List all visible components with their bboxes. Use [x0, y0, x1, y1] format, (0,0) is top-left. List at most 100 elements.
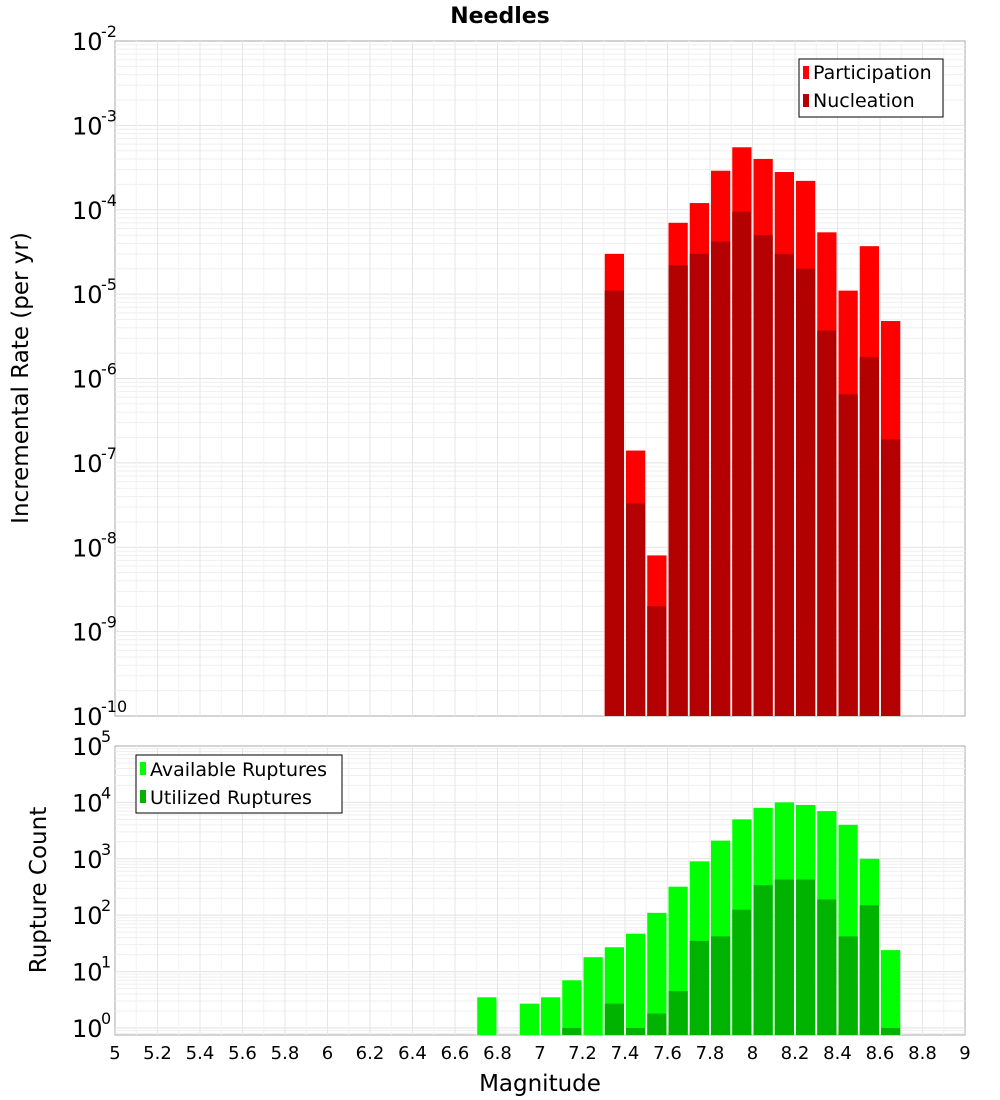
- bottom-bar-utilized-ruptures: [838, 936, 858, 1035]
- x-tick-label: 8: [747, 1043, 758, 1064]
- x-tick-labels: 5 5.2 5.4 5.6 5.8 6 6.2 6.4 6.6 6.8 7 7.2 7.4 7.6 7.8 8…: [109, 1043, 970, 1064]
- top-y-tick-label: 10: [72, 534, 103, 562]
- bottom-y-tick-exponent: 3: [101, 840, 111, 859]
- x-tick-label: 5.8: [271, 1043, 300, 1064]
- x-tick-label: 7.8: [696, 1043, 725, 1064]
- bottom-bars: [477, 802, 901, 1035]
- top-bar-nucleation: [689, 253, 709, 716]
- x-tick-label: 5.2: [143, 1043, 172, 1064]
- legend-swatch-participation: [803, 66, 809, 79]
- top-bar-nucleation: [668, 265, 688, 716]
- top-bar-nucleation: [838, 394, 858, 716]
- top-y-tick-label: 10: [72, 450, 103, 478]
- bottom-y-tick-label: 10: [72, 846, 103, 874]
- top-bar-nucleation: [796, 268, 816, 716]
- x-tick-label: 8.2: [781, 1043, 810, 1064]
- top-y-axis-label: Incremental Rate (per yr): [8, 232, 34, 524]
- top-y-tick-label: 10: [72, 281, 103, 309]
- legend-label-utilized-ruptures: Utilized Ruptures: [150, 787, 312, 809]
- bottom-y-tick-label: 10: [72, 959, 103, 987]
- top-y-tick-label: 10: [72, 619, 103, 647]
- x-tick-label: 6: [322, 1043, 333, 1064]
- bottom-bar-available-ruptures: [647, 912, 667, 1035]
- bottom-bar-available-ruptures: [477, 997, 497, 1035]
- bottom-bar-utilized-ruptures: [859, 905, 879, 1035]
- top-bar-nucleation: [732, 211, 752, 716]
- top-y-tick-exponent: -2: [101, 22, 117, 41]
- bottom-bar-available-ruptures: [562, 980, 582, 1035]
- bottom-bar-utilized-ruptures: [626, 1027, 646, 1035]
- bottom-legend: Available Ruptures Utilized Ruptures: [135, 754, 343, 814]
- top-y-tick-exponent: -8: [101, 528, 117, 547]
- bottom-bar-available-ruptures: [541, 997, 561, 1035]
- bottom-y-tick-label: 10: [72, 789, 103, 817]
- top-bar-nucleation: [881, 439, 901, 716]
- top-y-tick-label: 10: [72, 197, 103, 225]
- bottom-bar-available-ruptures: [626, 933, 646, 1035]
- legend-label-participation: Participation: [813, 62, 932, 84]
- bottom-bar-utilized-ruptures: [647, 1013, 667, 1035]
- legend-label-nucleation: Nucleation: [813, 90, 915, 112]
- top-y-tick-exponent: -10: [101, 697, 127, 716]
- top-y-tick-label: 10: [72, 366, 103, 394]
- top-bar-nucleation: [604, 290, 624, 716]
- x-tick-label: 8.6: [866, 1043, 895, 1064]
- top-legend: Participation Nucleation: [798, 58, 944, 118]
- bottom-y-tick-exponent: 5: [101, 727, 111, 746]
- top-bar-nucleation: [859, 356, 879, 716]
- x-tick-label: 9: [959, 1043, 970, 1064]
- x-tick-label: 6.4: [398, 1043, 427, 1064]
- x-tick-label: 6.6: [441, 1043, 470, 1064]
- bottom-y-tick-label: 10: [72, 733, 103, 761]
- top-y-tick-exponent: -3: [101, 106, 117, 125]
- x-tick-label: 7.6: [653, 1043, 682, 1064]
- x-tick-label: 8.4: [823, 1043, 852, 1064]
- bottom-bar-available-ruptures: [583, 957, 603, 1035]
- legend-swatch-nucleation: [803, 94, 809, 107]
- bottom-bar-utilized-ruptures: [881, 1027, 901, 1035]
- bottom-bar-utilized-ruptures: [732, 909, 752, 1035]
- bottom-bar-utilized-ruptures: [796, 879, 816, 1035]
- bottom-y-tick-exponent: 0: [101, 1009, 111, 1028]
- top-gridlines: [115, 41, 965, 716]
- x-tick-label: 5.6: [228, 1043, 257, 1064]
- bottom-bar-utilized-ruptures: [817, 899, 837, 1035]
- top-bar-nucleation: [774, 253, 794, 716]
- x-tick-label: 8.8: [908, 1043, 937, 1064]
- top-y-tick-exponent: -5: [101, 275, 117, 294]
- top-y-tick-exponent: -6: [101, 360, 117, 379]
- top-bar-nucleation: [647, 606, 667, 716]
- top-y-tick-label: 10: [72, 112, 103, 140]
- bottom-bar-utilized-ruptures: [753, 885, 773, 1035]
- x-tick-label: 5: [109, 1043, 120, 1064]
- top-y-tick-label: 10: [72, 703, 103, 731]
- x-tick-label: 6.8: [483, 1043, 512, 1064]
- bottom-bar-available-ruptures: [881, 950, 901, 1035]
- bottom-y-tick-exponent: 4: [101, 783, 111, 802]
- x-tick-label: 7.2: [568, 1043, 597, 1064]
- legend-swatch-available-ruptures: [140, 762, 146, 775]
- bottom-bar-utilized-ruptures: [711, 936, 731, 1035]
- legend-label-available-ruptures: Available Ruptures: [150, 759, 327, 781]
- top-y-tick-label: 10: [72, 28, 103, 56]
- chart-title: Needles: [450, 4, 550, 29]
- x-tick-label: 6.2: [356, 1043, 385, 1064]
- legend-swatch-utilized-ruptures: [140, 790, 146, 803]
- top-y-tick-exponent: -4: [101, 191, 117, 210]
- bottom-y-tick-exponent: 2: [101, 896, 111, 915]
- top-y-tick-exponent: -7: [101, 444, 117, 463]
- top-bar-nucleation: [753, 235, 773, 716]
- x-tick-label: 5.4: [186, 1043, 215, 1064]
- bottom-bar-utilized-ruptures: [774, 879, 794, 1035]
- top-legend-box: [798, 58, 944, 118]
- bottom-bar-utilized-ruptures: [562, 1027, 582, 1035]
- bottom-y-tick-exponent: 1: [101, 953, 111, 972]
- x-tick-label: 7: [534, 1043, 545, 1064]
- top-bar-nucleation: [711, 241, 731, 717]
- x-axis-label: Magnitude: [479, 1071, 601, 1097]
